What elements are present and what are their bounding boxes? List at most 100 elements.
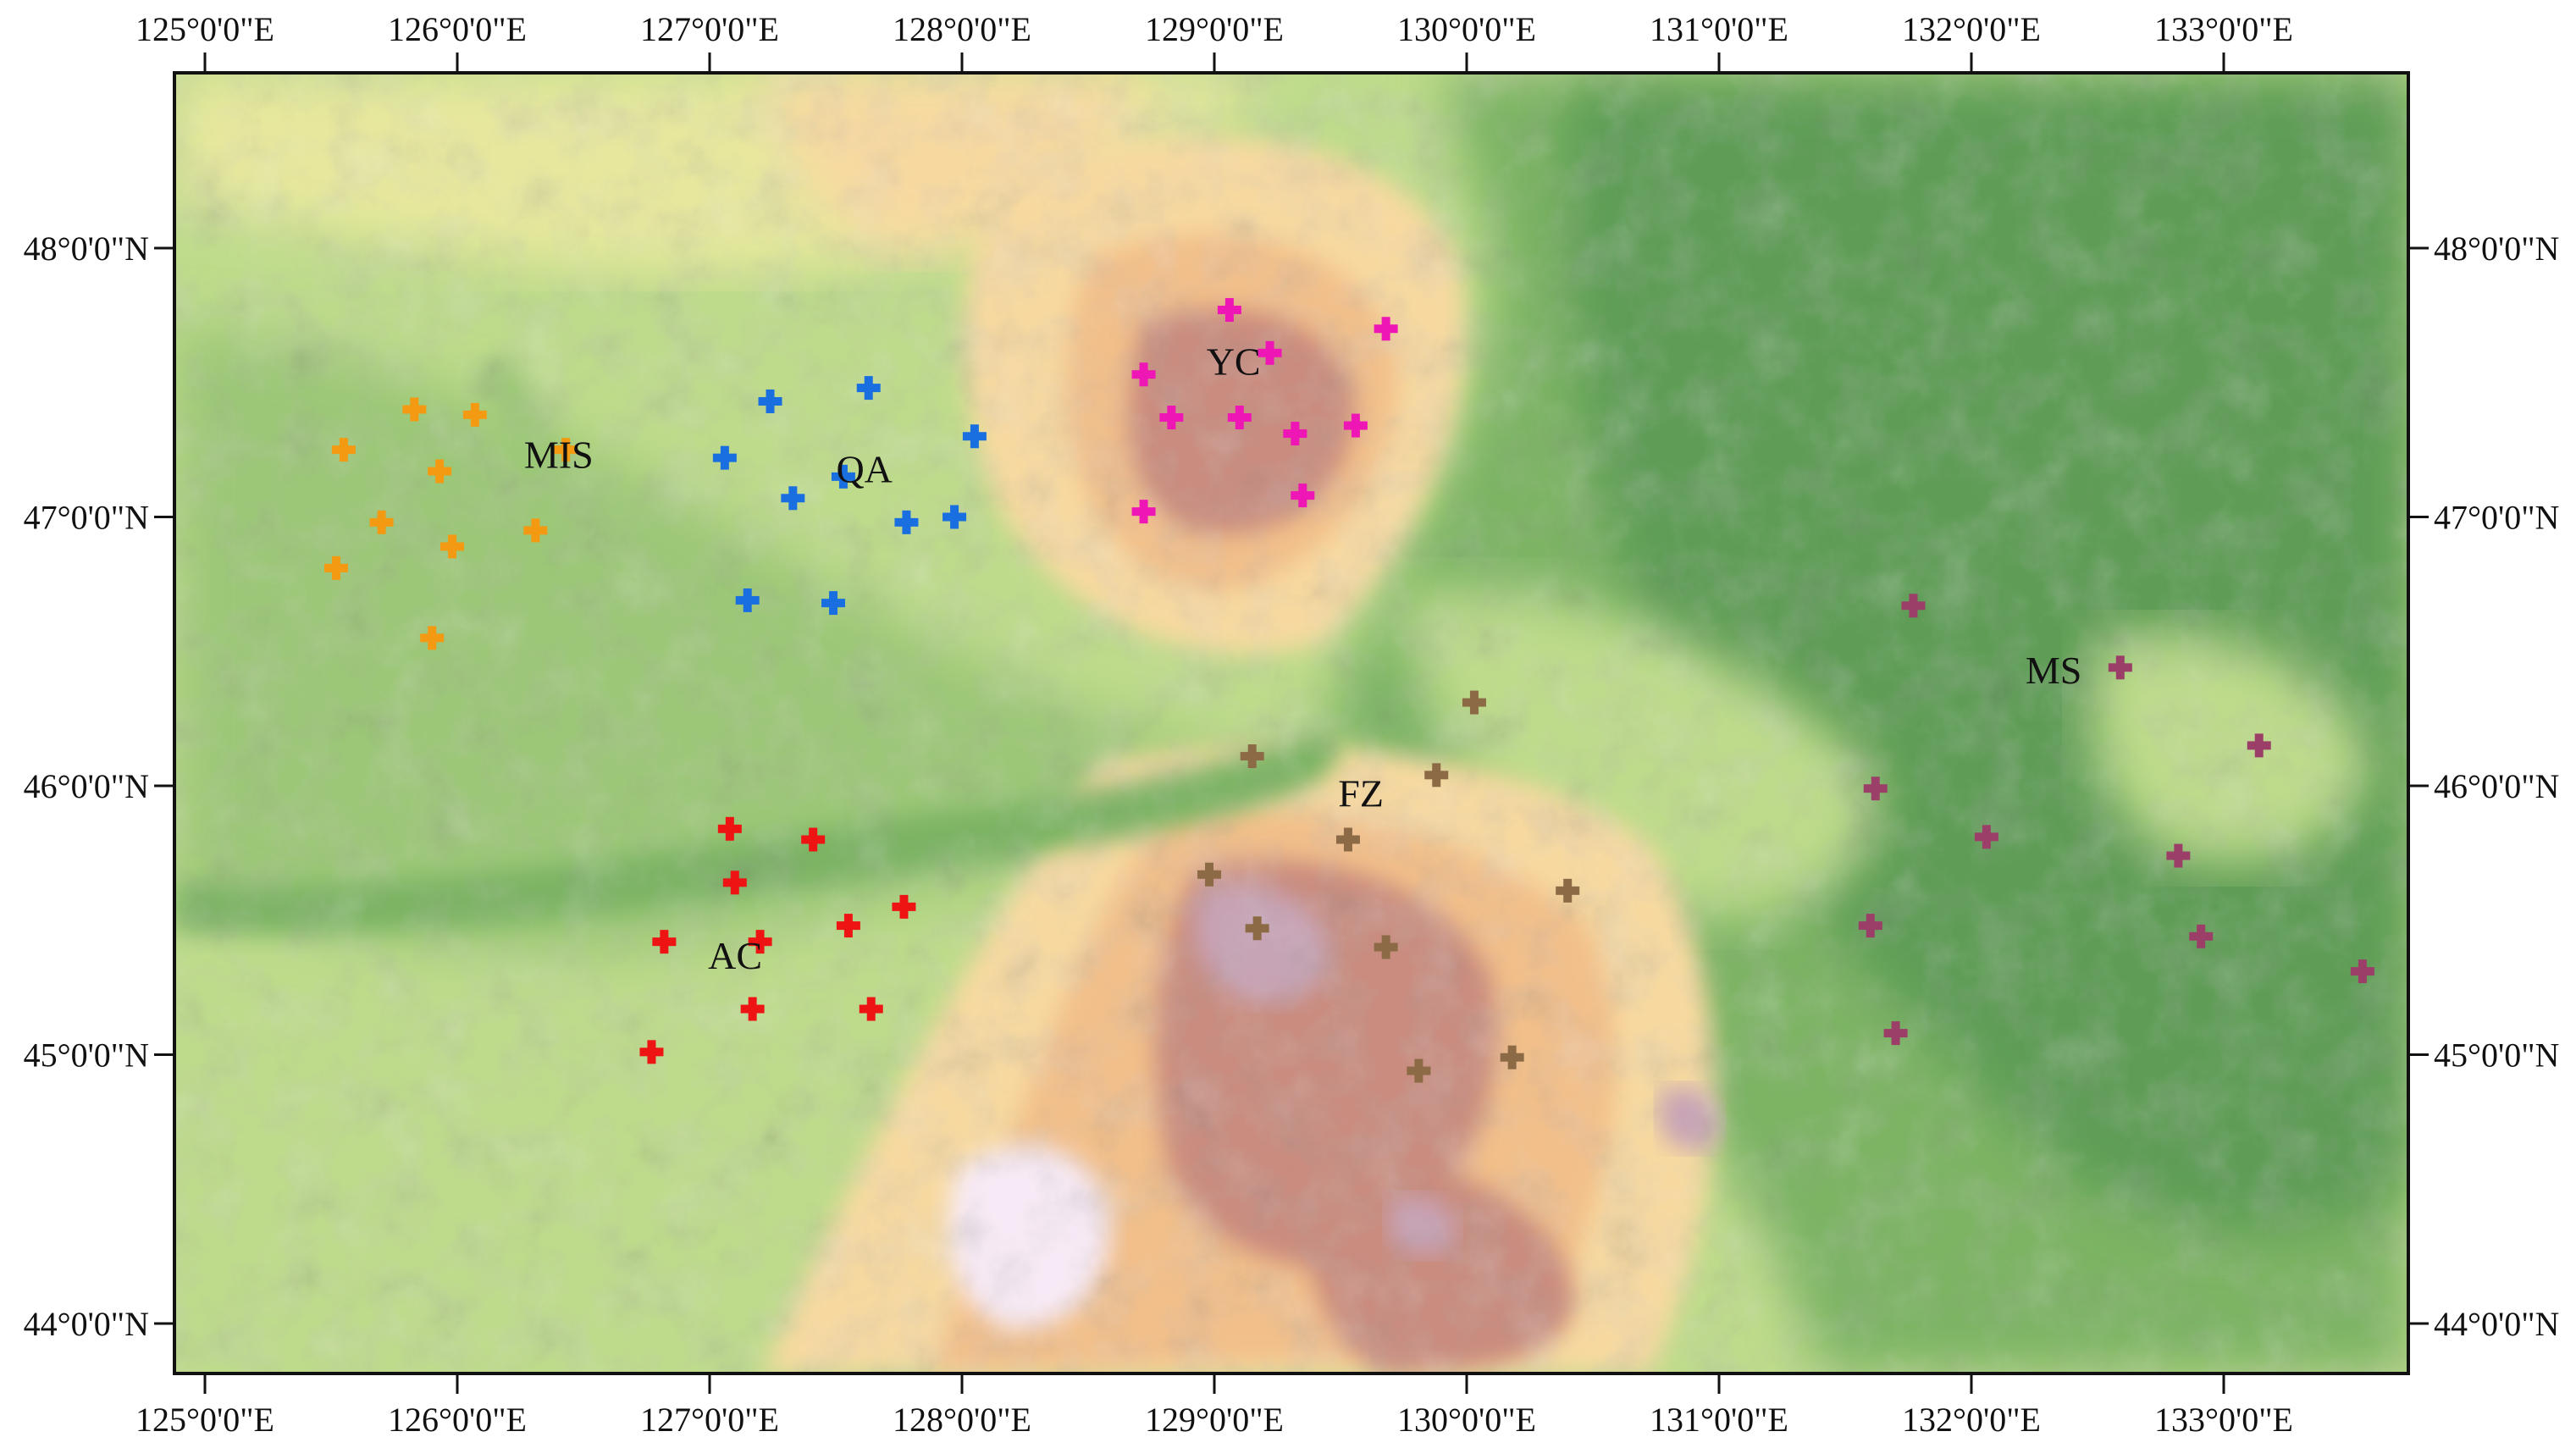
x-axis-label-top: 132°0'0"E bbox=[1902, 10, 2041, 48]
x-axis-label-top: 133°0'0"E bbox=[2154, 10, 2293, 48]
x-axis-label-top: 131°0'0"E bbox=[1650, 10, 1788, 48]
sample-point-fz bbox=[1374, 935, 1398, 959]
sample-point-mis bbox=[369, 510, 394, 534]
sample-point-fz bbox=[1462, 690, 1486, 715]
y-axis-label-right: 44°0'0"N bbox=[2434, 1305, 2559, 1343]
x-axis-label-top: 127°0'0"E bbox=[640, 10, 779, 48]
sample-point-fz bbox=[1424, 763, 1449, 788]
x-axis-label-top: 128°0'0"E bbox=[893, 10, 1031, 48]
sample-points bbox=[323, 298, 2374, 1083]
x-axis-label-bottom: 128°0'0"E bbox=[893, 1401, 1031, 1439]
sample-point-mis bbox=[554, 438, 578, 462]
sample-point-ac bbox=[801, 827, 826, 852]
x-axis-label-bottom: 132°0'0"E bbox=[1902, 1401, 2041, 1439]
sample-point-ms bbox=[2350, 959, 2374, 984]
sample-point-qa bbox=[758, 389, 782, 413]
sample-point-qa bbox=[894, 510, 919, 534]
x-axis-label-top: 130°0'0"E bbox=[1397, 10, 1536, 48]
sample-point-mis bbox=[323, 555, 348, 580]
y-axis-label-right: 45°0'0"N bbox=[2434, 1036, 2559, 1075]
sample-point-ms bbox=[2166, 843, 2191, 868]
sample-point-qa bbox=[781, 486, 805, 511]
x-axis-label-bottom: 131°0'0"E bbox=[1650, 1401, 1788, 1439]
sample-point-ac bbox=[748, 930, 772, 954]
region-label-fz: FZ bbox=[1338, 771, 1384, 815]
sample-point-yc bbox=[1131, 362, 1156, 387]
sample-point-ac bbox=[859, 997, 883, 1021]
sample-point-ms bbox=[1974, 825, 1998, 849]
sample-point-qa bbox=[831, 464, 855, 489]
sample-point-qa bbox=[821, 591, 846, 616]
sample-point-ms bbox=[1858, 914, 1882, 938]
sample-point-mis bbox=[420, 626, 445, 650]
sample-point-yc bbox=[1291, 484, 1315, 508]
sample-point-mis bbox=[331, 438, 356, 462]
x-axis-label-bottom: 130°0'0"E bbox=[1397, 1401, 1536, 1439]
sample-point-fz bbox=[1245, 916, 1269, 941]
y-axis-label-left: 46°0'0"N bbox=[24, 767, 149, 805]
sample-point-ac bbox=[722, 870, 747, 895]
sample-point-yc bbox=[1227, 406, 1252, 430]
sample-point-qa bbox=[962, 424, 987, 449]
sample-point-yc bbox=[1159, 406, 1184, 430]
sample-point-mis bbox=[402, 397, 427, 422]
sample-point-ac bbox=[740, 997, 765, 1021]
x-axis-label-bottom: 133°0'0"E bbox=[2154, 1401, 2293, 1439]
sample-point-mis bbox=[428, 459, 452, 484]
x-axis-label-top: 126°0'0"E bbox=[388, 10, 527, 48]
y-axis-label-right: 48°0'0"N bbox=[2434, 229, 2559, 268]
x-axis-label-top: 125°0'0"E bbox=[135, 10, 274, 48]
sample-point-qa bbox=[943, 505, 967, 529]
sample-point-yc bbox=[1131, 500, 1156, 524]
elevation-shading bbox=[174, 73, 2408, 1373]
sample-point-ac bbox=[717, 816, 742, 841]
region-label-yc: YC bbox=[1207, 340, 1261, 383]
sample-point-ms bbox=[1863, 777, 1888, 801]
sample-point-ac bbox=[652, 930, 677, 954]
region-label-ac: AC bbox=[708, 934, 762, 977]
sample-point-ac bbox=[892, 894, 916, 919]
sample-point-fz bbox=[1500, 1045, 1524, 1069]
x-axis-label-bottom: 126°0'0"E bbox=[388, 1401, 527, 1439]
sample-point-yc bbox=[1217, 298, 1241, 323]
sample-point-fz bbox=[1335, 827, 1360, 852]
sample-point-ms bbox=[2247, 733, 2271, 758]
sample-point-yc bbox=[1343, 413, 1368, 438]
region-label-ms: MS bbox=[2026, 649, 2081, 692]
sample-point-ac bbox=[639, 1040, 664, 1064]
sample-point-qa bbox=[735, 588, 760, 612]
sample-point-fz bbox=[1407, 1058, 1431, 1083]
sample-point-fz bbox=[1556, 878, 1580, 903]
y-axis-label-left: 45°0'0"N bbox=[24, 1036, 149, 1075]
sample-point-mis bbox=[523, 518, 548, 543]
x-axis-label-bottom: 127°0'0"E bbox=[640, 1401, 779, 1439]
sample-point-yc bbox=[1258, 340, 1282, 365]
region-labels: MIS QA YC AC FZ MS bbox=[524, 340, 2082, 977]
y-axis-label-left: 48°0'0"N bbox=[24, 229, 149, 268]
sample-point-yc bbox=[1374, 317, 1398, 341]
y-axis-label-right: 46°0'0"N bbox=[2434, 767, 2559, 805]
sample-point-ms bbox=[1901, 594, 1926, 618]
sample-point-fz bbox=[1197, 862, 1222, 887]
map-frame bbox=[173, 71, 2410, 1375]
sample-point-qa bbox=[712, 445, 737, 470]
sample-point-ac bbox=[836, 914, 860, 938]
sample-point-qa bbox=[856, 376, 881, 401]
sample-point-ms bbox=[1883, 1021, 1908, 1046]
x-axis-label-top: 129°0'0"E bbox=[1145, 10, 1284, 48]
sample-point-ms bbox=[2108, 655, 2132, 680]
y-axis-label-left: 47°0'0"N bbox=[24, 499, 149, 537]
region-label-mis: MIS bbox=[524, 434, 594, 477]
graticule-ticks: 125°0'0"E 125°0'0"E 126°0'0"E 126°0'0"E 127°… bbox=[24, 10, 2560, 1439]
y-axis-label-right: 47°0'0"N bbox=[2434, 499, 2559, 537]
y-axis-label-left: 44°0'0"N bbox=[24, 1305, 149, 1343]
sample-point-mis bbox=[440, 534, 465, 559]
x-axis-label-bottom: 125°0'0"E bbox=[135, 1401, 274, 1439]
sample-point-ms bbox=[2189, 924, 2214, 948]
x-axis-label-bottom: 129°0'0"E bbox=[1145, 1401, 1284, 1439]
region-label-qa: QA bbox=[836, 447, 892, 490]
sample-point-yc bbox=[1283, 422, 1307, 446]
sample-point-fz bbox=[1240, 744, 1264, 769]
